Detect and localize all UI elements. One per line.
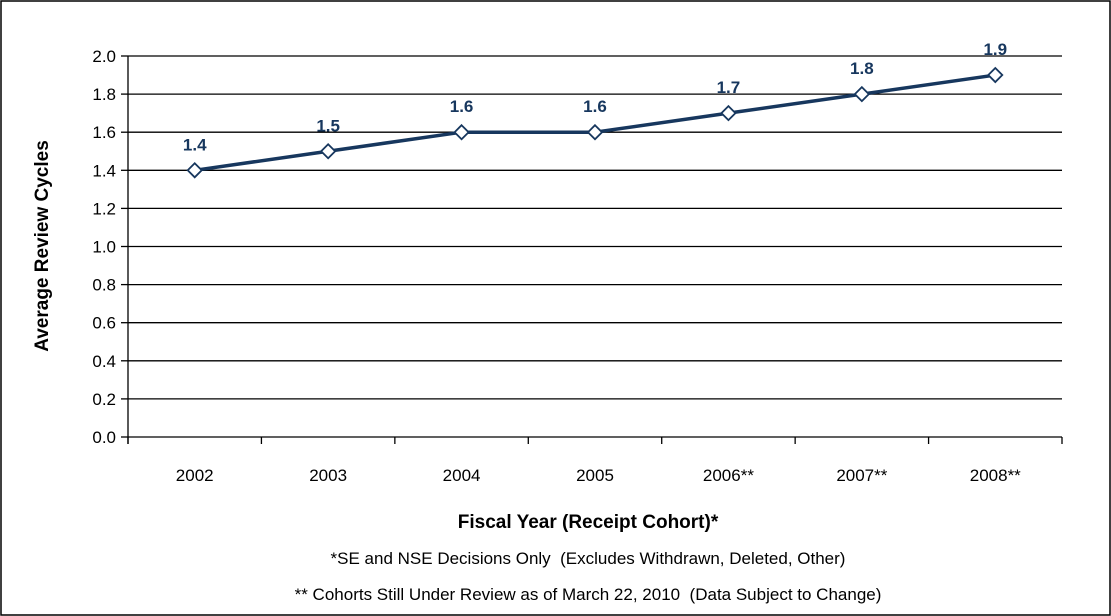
footnote-2: ** Cohorts Still Under Review as of Marc… — [295, 585, 882, 604]
y-tick-label: 1.8 — [92, 85, 116, 104]
y-tick-label: 0.4 — [92, 352, 116, 371]
data-label: 1.5 — [316, 116, 340, 135]
y-tick-label: 2.0 — [92, 47, 116, 66]
plot-area: 0.00.20.40.60.81.01.21.41.61.82.0 2002 20… — [92, 40, 1063, 485]
y-tick-label: 1.0 — [92, 238, 116, 257]
y-tick-label: 1.6 — [92, 123, 116, 142]
y-tick-label: 0.6 — [92, 314, 116, 333]
x-tick-label: 2004 — [443, 466, 481, 485]
data-point-marker — [987, 66, 1004, 84]
y-axis-title: Average Review Cycles — [32, 140, 53, 352]
data-point-marker — [186, 162, 203, 179]
y-tick-label: 1.4 — [92, 161, 116, 180]
x-tick-label: 2005 — [576, 466, 614, 485]
x-axis: 2002 2003 2004 2005 2006** 2007** 2008** — [127, 436, 1063, 485]
x-tick-label: 2008** — [970, 466, 1021, 485]
grid-lines — [128, 55, 1062, 400]
data-point-marker — [720, 104, 737, 122]
x-tick-label: 2003 — [309, 466, 347, 485]
series-line-group: 1.4 1.5 1.6 1.6 1.7 1.8 1.9 — [183, 40, 1007, 179]
y-tick-label: 0.2 — [92, 390, 116, 409]
y-axis: 0.0 0.2 0.4 0.6 0.8 1.0 1.2 1.4 1.6 1.8 2.0 — [92, 47, 129, 447]
x-axis-title: Fiscal Year (Receipt Cohort)* — [458, 512, 719, 533]
data-point-marker — [453, 123, 470, 141]
x-tick-label: 2002 — [176, 466, 214, 485]
data-label: 1.4 — [183, 135, 207, 154]
data-point-marker — [853, 85, 871, 103]
x-tick-label: 2007** — [836, 466, 887, 485]
data-label: 1.6 — [450, 97, 474, 116]
data-label: 1.7 — [717, 78, 741, 97]
data-label: 1.6 — [583, 97, 607, 116]
y-tick-label: 0.0 — [92, 428, 116, 447]
data-label: 1.9 — [983, 40, 1007, 59]
data-point-marker — [319, 142, 337, 160]
y-tick-label: 0.8 — [92, 276, 116, 295]
data-label: 1.8 — [850, 59, 874, 78]
x-tick-label: 2006** — [703, 466, 754, 485]
y-tick-label: 1.2 — [92, 199, 116, 218]
data-point-marker — [586, 123, 604, 141]
footnote-1: *SE and NSE Decisions Only (Excludes Wit… — [331, 549, 846, 568]
